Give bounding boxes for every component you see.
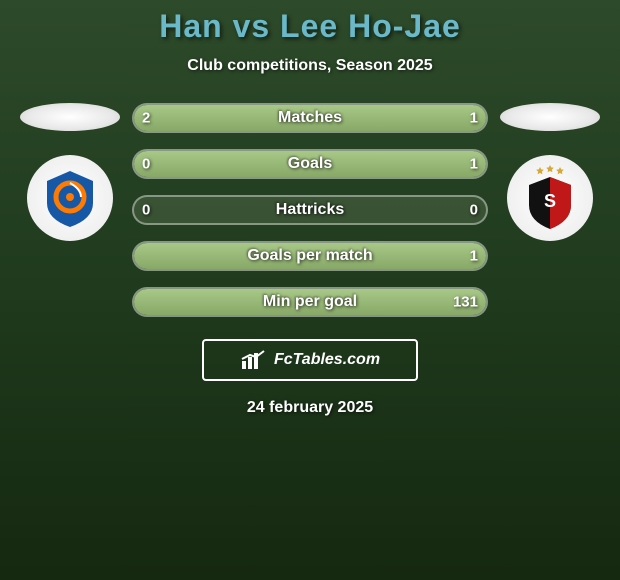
stat-row-matches: 2 Matches 1 — [132, 103, 488, 133]
player-right-column: S — [500, 103, 600, 241]
stat-row-hattricks: 0 Hattricks 0 — [132, 195, 488, 225]
stat-label: Goals — [288, 155, 332, 173]
stats-column: 2 Matches 1 0 Goals 1 0 Hattricks 0 — [132, 103, 488, 317]
stat-value-right: 1 — [470, 110, 478, 127]
chart-icon — [240, 349, 268, 371]
comparison-card: Han vs Lee Ho-Jae Club competitions, Sea… — [0, 0, 620, 417]
content-row: 2 Matches 1 0 Goals 1 0 Hattricks 0 — [0, 103, 620, 317]
branding-box[interactable]: FcTables.com — [202, 339, 418, 381]
stat-value-right: 1 — [470, 248, 478, 265]
page-subtitle: Club competitions, Season 2025 — [187, 57, 432, 75]
stat-row-goals: 0 Goals 1 — [132, 149, 488, 179]
club-right-badge: S — [507, 155, 593, 241]
stat-fill-right — [370, 105, 486, 131]
stat-value-right: 1 — [470, 156, 478, 173]
stat-value-left: 2 — [142, 110, 150, 127]
stat-row-goals-per-match: Goals per match 1 — [132, 241, 488, 271]
stat-row-min-per-goal: Min per goal 131 — [132, 287, 488, 317]
stat-label: Hattricks — [276, 201, 344, 219]
svg-text:S: S — [544, 191, 556, 211]
player-left-avatar-placeholder — [20, 103, 120, 131]
club-right-logo-icon: S — [511, 159, 589, 237]
stat-value-right: 0 — [470, 202, 478, 219]
stat-label: Min per goal — [263, 293, 357, 311]
stat-value-right: 131 — [453, 294, 478, 311]
stat-label: Goals per match — [247, 247, 372, 265]
stat-value-left: 0 — [142, 202, 150, 219]
club-left-badge — [27, 155, 113, 241]
player-right-avatar-placeholder — [500, 103, 600, 131]
stat-value-left: 0 — [142, 156, 150, 173]
page-title: Han vs Lee Ho-Jae — [159, 8, 461, 45]
brand-text: FcTables.com — [274, 351, 380, 369]
player-left-column — [20, 103, 120, 241]
stat-label: Matches — [278, 109, 342, 127]
club-left-logo-icon — [37, 165, 103, 231]
footer-date: 24 february 2025 — [247, 399, 373, 417]
